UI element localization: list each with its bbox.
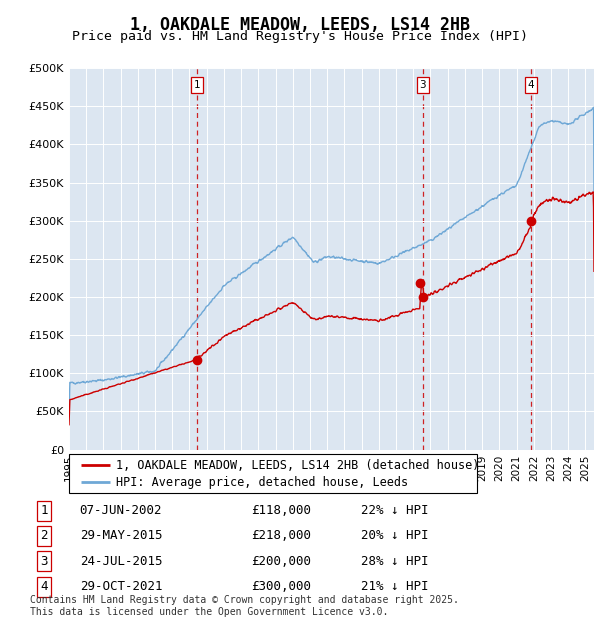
Text: 29-OCT-2021: 29-OCT-2021 — [80, 580, 162, 593]
Text: 2: 2 — [40, 529, 47, 542]
Text: 4: 4 — [527, 80, 534, 90]
Text: £200,000: £200,000 — [251, 555, 311, 568]
Text: 1: 1 — [40, 504, 47, 517]
Text: 3: 3 — [40, 555, 47, 568]
Text: £218,000: £218,000 — [251, 529, 311, 542]
Text: 1, OAKDALE MEADOW, LEEDS, LS14 2HB: 1, OAKDALE MEADOW, LEEDS, LS14 2HB — [130, 16, 470, 33]
Text: 4: 4 — [40, 580, 47, 593]
Text: £300,000: £300,000 — [251, 580, 311, 593]
Text: 24-JUL-2015: 24-JUL-2015 — [80, 555, 162, 568]
Text: 29-MAY-2015: 29-MAY-2015 — [80, 529, 162, 542]
Text: 22% ↓ HPI: 22% ↓ HPI — [361, 504, 428, 517]
Text: 1, OAKDALE MEADOW, LEEDS, LS14 2HB (detached house): 1, OAKDALE MEADOW, LEEDS, LS14 2HB (deta… — [116, 459, 479, 472]
Text: Contains HM Land Registry data © Crown copyright and database right 2025.
This d: Contains HM Land Registry data © Crown c… — [30, 595, 459, 617]
Text: 07-JUN-2002: 07-JUN-2002 — [80, 504, 162, 517]
Text: 20% ↓ HPI: 20% ↓ HPI — [361, 529, 428, 542]
Text: 21% ↓ HPI: 21% ↓ HPI — [361, 580, 428, 593]
FancyBboxPatch shape — [69, 454, 477, 493]
Text: HPI: Average price, detached house, Leeds: HPI: Average price, detached house, Leed… — [116, 476, 408, 489]
Text: 1: 1 — [194, 80, 200, 90]
Text: Price paid vs. HM Land Registry's House Price Index (HPI): Price paid vs. HM Land Registry's House … — [72, 30, 528, 43]
Text: 3: 3 — [419, 80, 426, 90]
Text: £118,000: £118,000 — [251, 504, 311, 517]
Text: 28% ↓ HPI: 28% ↓ HPI — [361, 555, 428, 568]
